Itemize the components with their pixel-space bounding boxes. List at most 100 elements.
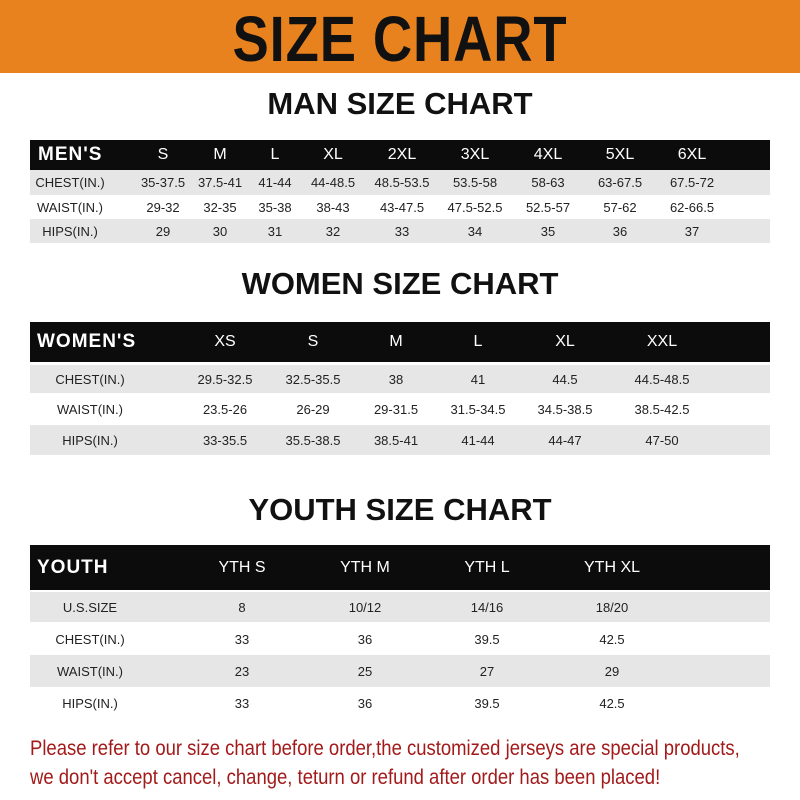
table-cell: 44.5 <box>552 371 578 387</box>
table-cell: 47.5-52.5 <box>447 199 503 215</box>
size-header-cell: XL <box>555 333 575 350</box>
men-header-row: MEN'S S M L XL 2XL 3XL 4XL 5XL 6XL <box>30 140 770 170</box>
youth-header-row: YOUTH YTH S YTH M YTH L YTH XL <box>30 545 770 590</box>
table-cell: 38 <box>388 371 404 387</box>
table-cell: 32 <box>325 223 341 239</box>
table-cell: 32.5-35.5 <box>285 371 341 387</box>
table-row: HIPS(IN.) 33-35.5 35.5-38.5 38.5-41 41-44 44-… <box>30 425 770 455</box>
table-cell: 25 <box>357 663 373 679</box>
table-cell: 52.5-57 <box>525 199 571 215</box>
size-header-cell: S <box>157 146 169 163</box>
table-cell: 38.5-41 <box>373 432 419 448</box>
row-label: WAIST(IN.) <box>37 199 103 215</box>
row-label: CHEST(IN.) <box>55 631 125 647</box>
table-row: HIPS(IN.) 33 36 39.5 42.5 <box>30 688 770 718</box>
table-cell: 37.5-41 <box>197 175 243 190</box>
table-cell: 35.5-38.5 <box>285 432 341 448</box>
table-cell: 34 <box>467 223 483 239</box>
size-header-cell: L <box>270 146 280 163</box>
table-cell: 48.5-53.5 <box>374 175 430 190</box>
table-cell: 39.5 <box>474 631 500 647</box>
table-title-cell: MEN'S <box>38 144 103 165</box>
row-label: CHEST(IN.) <box>35 175 105 190</box>
size-header-cell: XL <box>323 146 343 163</box>
table-cell: 57-62 <box>603 199 637 215</box>
table-cell: 33 <box>234 695 250 711</box>
size-header-cell: M <box>213 146 227 163</box>
size-header-cell: 4XL <box>533 146 563 163</box>
table-cell: 33 <box>234 631 250 647</box>
youth-section-title: YOUTH SIZE CHART <box>248 492 552 527</box>
row-label: HIPS(IN.) <box>42 223 98 239</box>
table-cell: 43-47.5 <box>379 199 425 215</box>
table-cell: 27 <box>479 663 495 679</box>
size-header-cell: L <box>473 333 483 350</box>
size-header-cell: YTH S <box>218 558 266 576</box>
table-cell: 29 <box>155 223 171 239</box>
table-cell: 35 <box>540 223 556 239</box>
table-cell: 29-32 <box>146 199 180 215</box>
table-cell: 42.5 <box>599 695 625 711</box>
table-cell: 33 <box>394 223 410 239</box>
table-row: U.S.SIZE 8 10/12 14/16 18/20 <box>30 592 770 622</box>
size-header-cell: YTH M <box>340 558 390 576</box>
table-cell: 38-43 <box>316 199 350 215</box>
size-header-cell: YTH XL <box>583 558 641 576</box>
men-section-title: MAN SIZE CHART <box>267 86 533 121</box>
size-header-cell: 6XL <box>677 146 707 163</box>
table-cell: 10/12 <box>348 599 382 615</box>
size-header-cell: XS <box>214 333 236 350</box>
table-cell: 29 <box>604 663 620 679</box>
table-cell: 41-44 <box>258 175 292 190</box>
table-cell: 30 <box>212 223 228 239</box>
table-cell: 36 <box>357 695 373 711</box>
size-header-cell: YTH L <box>464 558 510 576</box>
row-label: HIPS(IN.) <box>62 432 118 448</box>
table-title-cell: WOMEN'S <box>37 331 137 352</box>
table-cell: 14/16 <box>470 599 504 615</box>
table-cell: 36 <box>612 223 628 239</box>
table-row: WAIST(IN.) 23.5-26 26-29 29-31.5 31.5-34.5 34… <box>30 395 770 423</box>
table-cell: 62-66.5 <box>669 199 715 215</box>
table-cell: 44.5-48.5 <box>634 371 690 387</box>
size-header-cell: 5XL <box>605 146 635 163</box>
table-row: WAIST(IN.) 29-32 32-35 35-38 38-43 43-47.5 47.… <box>30 195 770 219</box>
women-section-title: WOMEN SIZE CHART <box>241 266 559 301</box>
size-header-cell: 3XL <box>460 146 490 163</box>
table-cell: 58-63 <box>531 175 565 190</box>
table-cell: 31 <box>267 223 283 239</box>
order-notice-line-2: we don't accept cancel, change, teturn o… <box>30 766 661 789</box>
table-cell: 44-48.5 <box>310 175 356 190</box>
order-notice-line-1: Please refer to our size chart before or… <box>30 737 740 760</box>
table-cell: 33-35.5 <box>202 432 248 448</box>
table-cell: 35-38 <box>258 199 292 215</box>
table-cell: 31.5-34.5 <box>450 401 506 417</box>
table-cell: 23.5-26 <box>202 401 248 417</box>
row-label: HIPS(IN.) <box>62 695 118 711</box>
table-cell: 26-29 <box>296 401 330 417</box>
table-cell: 42.5 <box>599 631 625 647</box>
women-header-row: WOMEN'S XS S M L XL XXL <box>30 322 770 362</box>
table-row: CHEST(IN.) 33 36 39.5 42.5 <box>30 623 770 655</box>
table-cell: 35-37.5 <box>140 175 186 190</box>
table-cell: 18/20 <box>595 599 629 615</box>
table-cell: 34.5-38.5 <box>537 401 593 417</box>
table-cell: 23 <box>234 663 250 679</box>
table-cell: 41-44 <box>461 432 495 448</box>
size-header-cell: 2XL <box>387 146 417 163</box>
table-title-cell: YOUTH <box>37 556 109 578</box>
table-cell: 41 <box>470 371 486 387</box>
row-label: WAIST(IN.) <box>57 401 123 417</box>
table-cell: 36 <box>357 631 373 647</box>
table-cell: 44-47 <box>548 432 582 448</box>
banner-title: SIZE CHART <box>232 3 568 75</box>
table-cell: 37 <box>684 223 700 239</box>
size-header-cell: M <box>389 333 403 350</box>
table-cell: 39.5 <box>474 695 500 711</box>
table-cell: 29-31.5 <box>373 401 419 417</box>
table-cell: 32-35 <box>203 199 237 215</box>
table-row: HIPS(IN.) 29 30 31 32 33 34 35 36 37 <box>30 219 770 243</box>
row-label: U.S.SIZE <box>62 599 118 615</box>
row-label: CHEST(IN.) <box>55 371 125 387</box>
table-cell: 63-67.5 <box>597 175 643 190</box>
